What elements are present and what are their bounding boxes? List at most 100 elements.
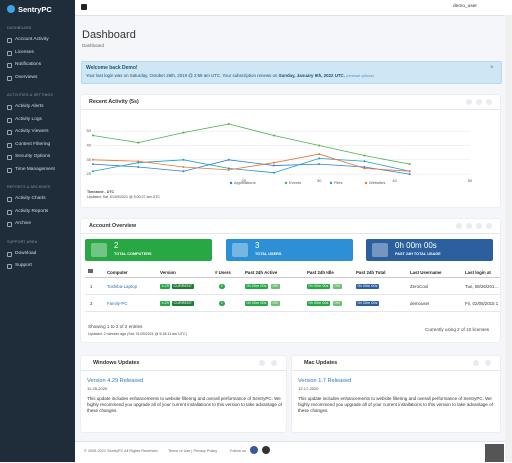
legend-label: Applications	[234, 180, 256, 185]
status-badge: CURRENT	[172, 300, 194, 306]
column-header[interactable]: Last Username	[410, 270, 442, 275]
users-badge: 2	[219, 283, 225, 289]
stat-icon	[232, 243, 248, 257]
data-point	[227, 123, 230, 125]
breadcrumb[interactable]: Dashboard	[82, 43, 105, 48]
data-point	[363, 154, 366, 157]
last-login: Tue, 08/26/2014 2	[465, 284, 500, 289]
data-point	[137, 161, 140, 164]
data-point	[227, 168, 230, 171]
card-title: Account Overview	[89, 223, 137, 229]
nav-item[interactable]: Licenses	[15, 49, 34, 55]
scroll-top-button[interactable]	[485, 444, 504, 462]
data-point	[318, 153, 321, 156]
collapse-button[interactable]	[473, 360, 479, 366]
row-divider	[85, 294, 500, 295]
series-line	[92, 157, 410, 174]
stat-label: TOTAL COMPUTERS	[114, 252, 152, 256]
refresh-button[interactable]	[456, 223, 462, 229]
data-point	[227, 158, 230, 161]
total-time: 0h 00m 00s	[356, 283, 379, 289]
nav-item[interactable]: Notifications	[15, 62, 42, 67]
data-point	[137, 160, 140, 163]
stat-value: 2	[114, 241, 119, 250]
twitter-icon[interactable]	[262, 446, 270, 454]
nav-item[interactable]: Activity Logs	[15, 116, 42, 122]
nav-item[interactable]: Download	[15, 250, 37, 256]
footer-links[interactable]: Terms of Use | Privacy Policy	[168, 449, 218, 453]
facebook-icon[interactable]	[250, 446, 258, 454]
stat-label: TOTAL USERS	[255, 252, 282, 256]
legend-swatch	[329, 181, 333, 185]
account-overview-card: Account Overview	[81, 219, 500, 342]
column-header[interactable]: Last login at	[465, 270, 491, 275]
legend-swatch	[229, 181, 233, 185]
sidebar: SentryPC DASHBOARD Account Activity Licens…	[0, 0, 75, 462]
user-menu[interactable]: demo_user	[453, 4, 477, 9]
users-badge: 2	[219, 300, 225, 306]
version-badge: 4.29	[160, 300, 171, 306]
column-header[interactable]: # Users	[215, 270, 231, 275]
nav-icon	[7, 50, 12, 56]
nav-section: DASHBOARD	[7, 26, 32, 30]
legend-label: Events	[289, 180, 301, 185]
alert-close[interactable]: ×	[490, 65, 494, 71]
nav-item[interactable]: Activity Alerts	[15, 104, 44, 109]
nav-icon	[7, 105, 12, 110]
column-header[interactable]: Past 24h Total	[356, 270, 386, 275]
expand-button[interactable]	[485, 360, 491, 366]
nav-icon	[7, 197, 12, 202]
collapse-button[interactable]	[476, 223, 482, 229]
nav-icon	[7, 155, 12, 160]
column-header[interactable]: Past 24h Active	[245, 270, 278, 275]
card-title: Recent Activity (5s)	[89, 99, 139, 105]
nav-item[interactable]: Overviews	[15, 74, 38, 80]
data-point	[92, 163, 94, 166]
version-badge: 4.29	[160, 283, 171, 289]
active-percent: 0%	[271, 283, 280, 289]
column-header[interactable]: Version	[160, 270, 176, 275]
nav-section: SUPPORT AREA	[7, 239, 38, 244]
stat-box: 3 TOTAL USERS	[226, 239, 353, 261]
logo[interactable]: SentryPC	[18, 5, 52, 14]
last-username: demouser	[410, 301, 430, 306]
renewal-link[interactable]: (renewal options)	[346, 74, 374, 78]
divider	[292, 370, 500, 371]
column-header[interactable]: Past 24h Idle	[307, 270, 334, 275]
settings-button[interactable]	[466, 223, 472, 229]
card-title: Mac Updates	[304, 360, 338, 366]
legend-swatch	[364, 181, 368, 185]
expand-button[interactable]	[486, 223, 492, 229]
data-point	[182, 158, 185, 161]
nav-item[interactable]: Time Management	[15, 166, 55, 172]
chart-updated: Updated: Sat, 01/09/2021 @ 5:00:27 am UT…	[87, 195, 160, 199]
refresh-button[interactable]	[466, 99, 472, 105]
nav-item[interactable]: Archive	[15, 221, 31, 226]
collapse-button[interactable]	[476, 99, 482, 105]
nav-item[interactable]: Activity Charts	[15, 196, 46, 201]
data-point	[137, 141, 140, 144]
data-point	[318, 144, 321, 147]
nav-item[interactable]: Activity Viewers	[15, 129, 49, 134]
legend-label: Websites	[369, 180, 385, 185]
nav-item[interactable]: Content Filtering	[15, 141, 51, 147]
menu-toggle[interactable]	[81, 4, 87, 10]
nav-icon	[7, 251, 12, 257]
idle-time: 0h 00m 00s	[307, 283, 330, 289]
active-percent: 0%	[271, 300, 280, 306]
series-line	[92, 123, 410, 165]
update-date: 12-17-2020	[298, 386, 319, 391]
expand-button[interactable]	[486, 99, 492, 105]
active-time: 0h 00m 00s	[245, 300, 268, 306]
nav-item[interactable]: Security Options	[15, 154, 51, 159]
nav-item[interactable]: Activity Reports	[15, 208, 49, 214]
x-tick-label: 30	[317, 178, 322, 183]
nav-section: REPORTS & ARCHIVES	[7, 185, 51, 189]
nav-item[interactable]: Account Activity	[15, 37, 49, 42]
y-tick-label: 40	[87, 143, 92, 148]
nav-item[interactable]: Support	[15, 263, 32, 268]
column-header[interactable]: Computer	[107, 270, 128, 275]
expand-button[interactable]	[271, 360, 277, 366]
data-point	[363, 167, 366, 170]
collapse-button[interactable]	[259, 360, 265, 366]
